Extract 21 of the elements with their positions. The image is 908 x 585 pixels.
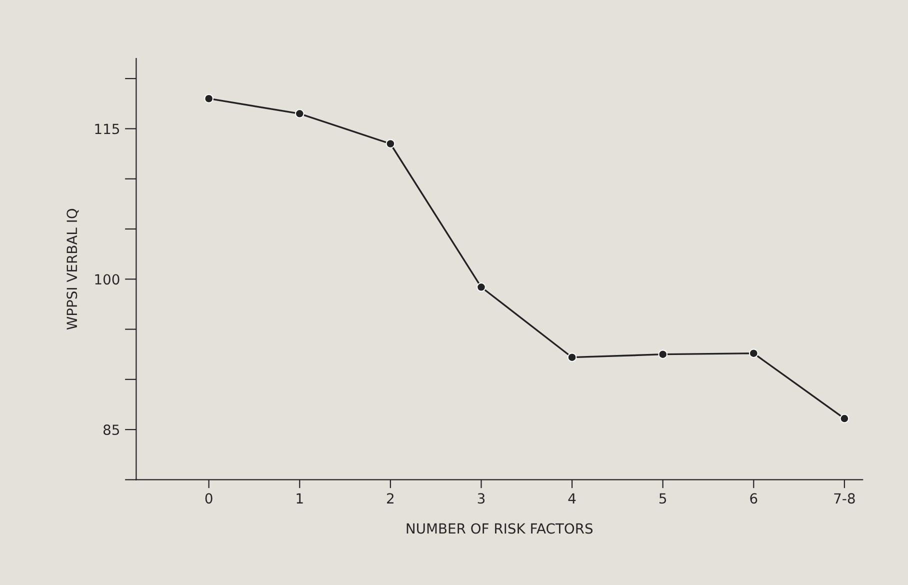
y-tick-label: 115 bbox=[95, 124, 120, 134]
x-tick-label: 4 bbox=[568, 493, 576, 504]
y-tick-label: 85 bbox=[103, 424, 120, 436]
point bbox=[748, 348, 758, 358]
point bbox=[386, 139, 396, 148]
point bbox=[294, 108, 304, 118]
point bbox=[204, 94, 214, 104]
point bbox=[658, 350, 668, 360]
x-tick-label: 0 bbox=[205, 493, 212, 504]
x-tick-label: 6 bbox=[750, 493, 758, 504]
point bbox=[476, 282, 486, 292]
point bbox=[840, 414, 850, 424]
y-axis-title: WPPSI VERBAL IQ bbox=[66, 208, 79, 330]
y-tick-label: 100 bbox=[95, 274, 120, 285]
x-tick-label: 2 bbox=[387, 493, 394, 504]
point bbox=[567, 352, 577, 362]
x-tick-label: 7-8 bbox=[834, 493, 855, 504]
x-tick-label: 1 bbox=[296, 493, 303, 504]
x-tick-label: 5 bbox=[659, 493, 666, 504]
x-tick-label: 3 bbox=[478, 493, 485, 504]
x-axis-title: NUMBER OF RISK FACTORS bbox=[406, 523, 593, 534]
